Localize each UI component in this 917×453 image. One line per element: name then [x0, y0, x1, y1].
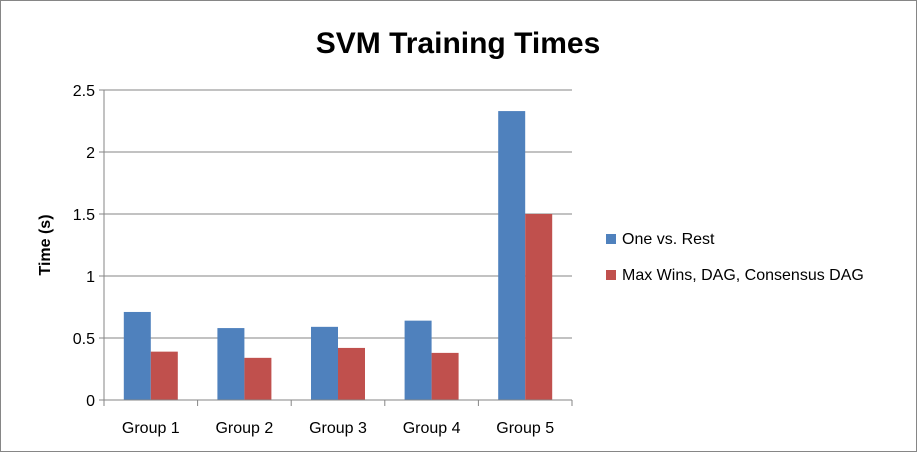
y-tick-label: 0 [86, 393, 95, 410]
gridlines [104, 89, 572, 339]
bar-one-vs-rest-5 [498, 111, 526, 400]
chart-title: SVM Training Times [316, 27, 601, 60]
legend: One vs. Rest Max Wins, DAG, Consensus DAG [606, 231, 864, 284]
y-axis-title: Time (s) [37, 214, 54, 275]
legend-label: One vs. Rest [622, 231, 715, 248]
bar-one-vs-rest-3 [311, 326, 338, 400]
x-tick-label: Group 4 [403, 420, 461, 437]
y-tick-label: 1 [86, 269, 95, 286]
y-tick-label: 2.5 [73, 83, 95, 100]
x-tick-label: Group 2 [215, 420, 273, 437]
axes: 0 0.5 1 1.5 2 2.5 Group 1 Group 2 Group 3 Group 4… [73, 83, 573, 437]
x-tick-label: Group 5 [496, 420, 554, 437]
bar-one-vs-rest-2 [217, 328, 245, 400]
legend-swatch [606, 234, 616, 244]
x-tick-label: Group 1 [122, 420, 180, 437]
bar-max-wins-dag-3 [338, 347, 365, 400]
bar-one-vs-rest-1 [123, 311, 151, 400]
bars [123, 111, 553, 400]
legend-swatch [606, 270, 616, 280]
bar-one-vs-rest-4 [404, 320, 432, 400]
bar-max-wins-dag-4 [431, 352, 459, 400]
bar-max-wins-dag-2 [244, 357, 272, 400]
bar-max-wins-dag-1 [150, 351, 178, 400]
y-tick-label: 2 [86, 145, 95, 162]
x-tick-label: Group 3 [309, 420, 367, 437]
y-tick-label: 1.5 [73, 207, 95, 224]
bar-max-wins-dag-5 [525, 214, 553, 400]
legend-label: Max Wins, DAG, Consensus DAG [622, 267, 864, 284]
y-tick-label: 0.5 [73, 331, 95, 348]
